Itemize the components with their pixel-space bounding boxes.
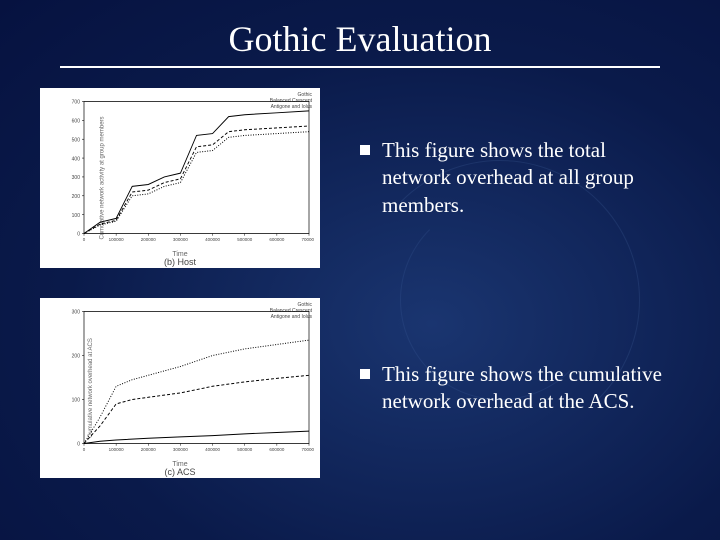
svg-text:0: 0 xyxy=(77,232,80,238)
bullet-icon xyxy=(360,369,370,379)
svg-text:600000: 600000 xyxy=(269,447,284,453)
svg-text:600: 600 xyxy=(72,118,80,124)
svg-text:0: 0 xyxy=(83,447,86,453)
background-swirl-inner xyxy=(400,200,600,400)
svg-text:400000: 400000 xyxy=(205,237,220,243)
chart-top-svg: 0 100 200 300 400 500 600 700 0 100000 200000 30000… xyxy=(64,96,314,250)
svg-text:300000: 300000 xyxy=(173,237,188,243)
svg-text:300: 300 xyxy=(72,310,80,316)
svg-text:100: 100 xyxy=(72,213,80,219)
bullet-icon xyxy=(360,145,370,155)
svg-text:100000: 100000 xyxy=(109,447,124,453)
chart-bottom-svg: 0 100 200 300 0 100000 200000 300000 400000 50000… xyxy=(64,306,314,460)
svg-text:300: 300 xyxy=(72,175,80,181)
svg-text:700000: 700000 xyxy=(302,447,314,453)
chart-bottom-caption: (c) ACS xyxy=(164,467,195,477)
svg-text:300000: 300000 xyxy=(173,447,188,453)
chart-top: Cumulative network activity at group mem… xyxy=(40,88,320,268)
svg-text:400000: 400000 xyxy=(205,447,220,453)
svg-text:400: 400 xyxy=(72,156,80,162)
chart-bottom: Cumulative network overhead at ACS Gothi… xyxy=(40,298,320,478)
svg-text:200: 200 xyxy=(72,354,80,360)
svg-text:700: 700 xyxy=(72,100,80,106)
svg-text:500: 500 xyxy=(72,137,80,143)
svg-text:500000: 500000 xyxy=(237,447,252,453)
slide-title: Gothic Evaluation xyxy=(0,0,720,66)
svg-text:100000: 100000 xyxy=(109,237,124,243)
svg-text:0: 0 xyxy=(77,442,80,448)
svg-text:700000: 700000 xyxy=(302,237,314,243)
svg-text:0: 0 xyxy=(83,237,86,243)
svg-text:600000: 600000 xyxy=(269,237,284,243)
svg-text:500000: 500000 xyxy=(237,237,252,243)
chart-top-caption: (b) Host xyxy=(164,257,196,267)
svg-text:200000: 200000 xyxy=(141,447,156,453)
svg-text:200: 200 xyxy=(72,194,80,200)
svg-text:200000: 200000 xyxy=(141,237,156,243)
svg-text:100: 100 xyxy=(72,398,80,404)
